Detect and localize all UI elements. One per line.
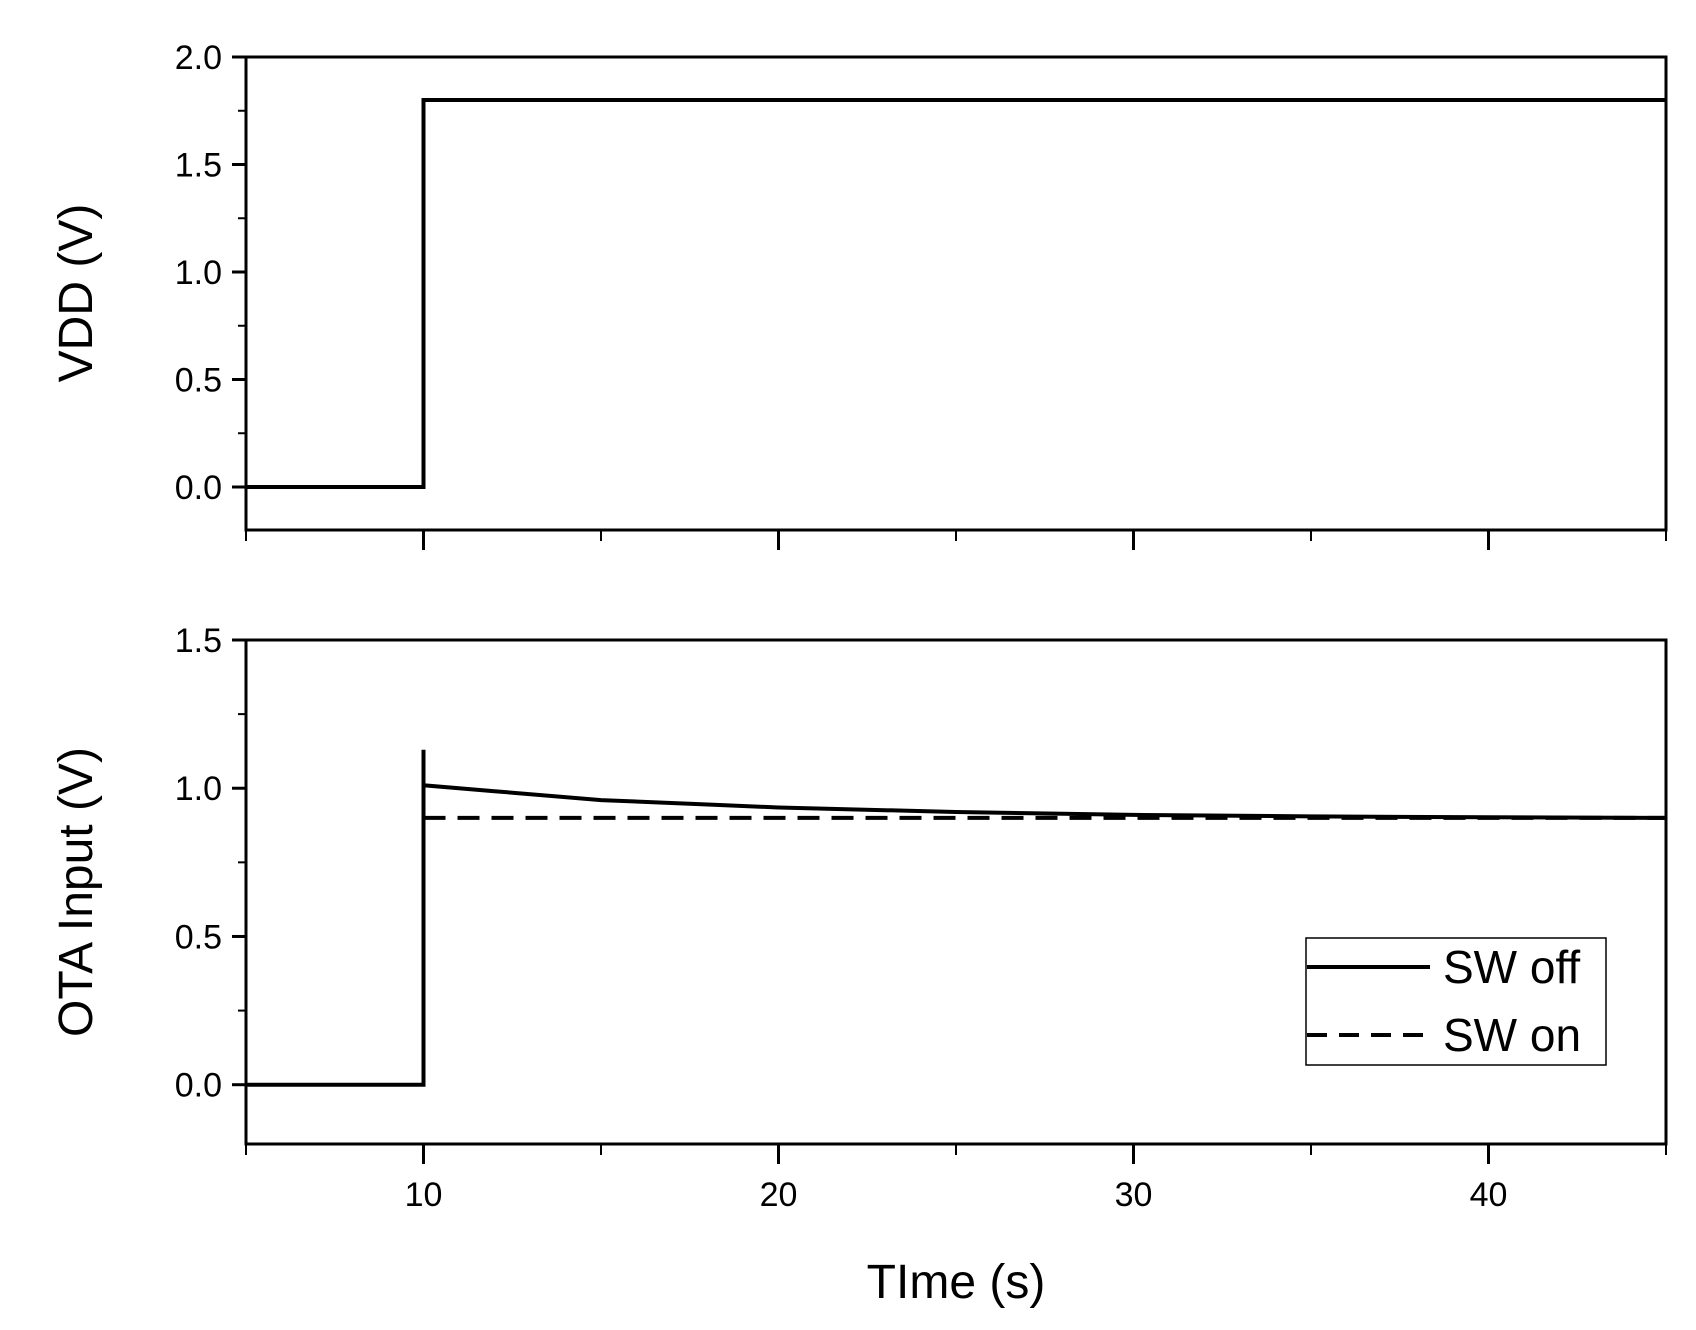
ota-y-axis-label: OTA Input (V) [50, 747, 103, 1037]
ota-ticks: 0.0 0.5 1.0 1.5 10 20 30 40 [175, 622, 1667, 1214]
ota-x-tick-label: 10 [405, 1176, 443, 1214]
legend: SW off SW on [1305, 937, 1607, 1066]
vdd-y-tick-label: 0.0 [175, 469, 222, 507]
vdd-y-tick-label: 0.5 [175, 362, 222, 400]
ota-y-tick-label: 0.5 [175, 918, 222, 956]
ota-series [246, 749, 1667, 1087]
ota-y-tick-label: 1.0 [175, 770, 222, 808]
ota-input-panel: 0.0 0.5 1.0 1.5 10 20 30 40 OTA Input (V) SW of… [50, 622, 1668, 1309]
vdd-ticks: 0.0 0.5 1.0 1.5 2.0 [175, 39, 1667, 550]
ota-x-tick-label: 40 [1470, 1176, 1508, 1214]
x-axis-label: TIme (s) [867, 1256, 1046, 1309]
vdd-y-axis-label: VDD (V) [50, 204, 103, 383]
legend-label-sw-off: SW off [1443, 941, 1580, 993]
vdd-y-tick-label: 1.5 [175, 147, 222, 185]
vdd-plot-frame [244, 55, 1668, 532]
ota-x-tick-label: 30 [1115, 1176, 1153, 1214]
vdd-series [246, 98, 1666, 489]
ota-x-tick-label: 20 [760, 1176, 798, 1214]
ota-y-tick-label: 1.5 [175, 622, 222, 660]
vdd-series-line-0 [246, 98, 1666, 489]
legend-box [1305, 937, 1607, 1066]
ota-plot-frame [244, 638, 1668, 1146]
vdd-y-tick-label: 1.0 [175, 254, 222, 292]
ota-y-tick-label: 0.0 [175, 1067, 222, 1105]
legend-label-sw-on: SW on [1443, 1009, 1581, 1061]
vdd-y-tick-label: 2.0 [175, 39, 222, 77]
vdd-panel: 0.0 0.5 1.0 1.5 2.0 VDD (V) [50, 39, 1668, 550]
